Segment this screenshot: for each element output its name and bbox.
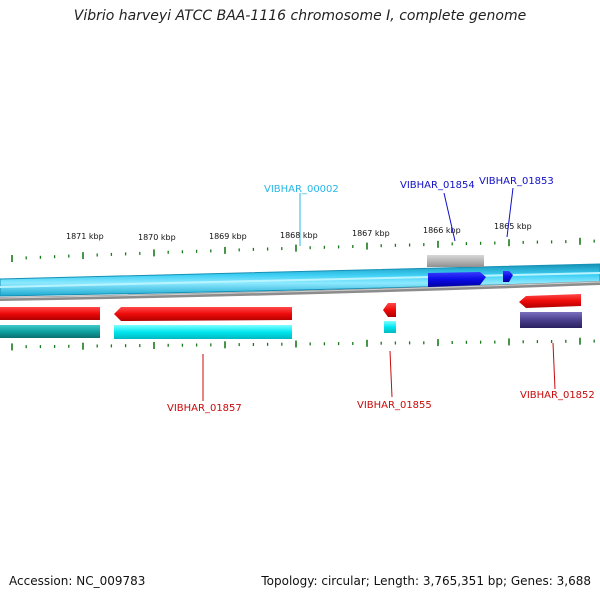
cds-band-purple (520, 312, 582, 328)
leader-line (443, 192, 456, 242)
gene-arrow-reverse (383, 303, 396, 317)
tick-row-outer (11, 237, 595, 262)
tick-label: 1869 kbp (209, 232, 247, 241)
inner-grey-line-highlight (0, 281, 600, 299)
accession-text: Accession: NC_009783 (9, 574, 146, 588)
feature-grey-box (427, 255, 484, 267)
map-title: Vibrio harveyi ATCC BAA-1116 chromosome … (73, 8, 527, 24)
gene-arrow-reverse (519, 294, 581, 308)
cds-band-cyan (384, 321, 396, 333)
tick-label: 1871 kbp (66, 232, 104, 241)
gene-label[interactable]: VIBHAR_01853 (479, 176, 554, 187)
backbone-highlight (0, 272, 600, 288)
scale-labels: 1871 kbp 1870 kbp 1869 kbp 1868 kbp 1867… (66, 222, 532, 242)
leader-line (389, 350, 393, 398)
tick-label: 1867 kbp (352, 229, 390, 238)
leader-line (552, 342, 556, 390)
genome-summary-text: Topology: circular; Length: 3,765,351 bp… (261, 574, 591, 588)
label-leaders (202, 187, 556, 401)
gene-label[interactable]: VIBHAR_01852 (520, 390, 595, 401)
tick-label: 1865 kbp (494, 222, 532, 231)
inner-grey-line (0, 281, 600, 301)
tick-label: 1866 kbp (423, 226, 461, 235)
leader-line (506, 187, 514, 238)
gene-label[interactable]: VIBHAR_01855 (357, 400, 432, 411)
gene-labels: VIBHAR_00002 VIBHAR_01854 VIBHAR_01853 V… (167, 176, 595, 414)
gene-arrow-forward (428, 272, 486, 287)
gene-arrow-reverse (114, 307, 292, 321)
gene-block-reverse (0, 307, 100, 320)
tick-label: 1870 kbp (138, 233, 176, 242)
gene-label[interactable]: VIBHAR_00002 (264, 184, 339, 195)
tick-label: 1868 kbp (280, 231, 318, 240)
gene-label[interactable]: VIBHAR_01854 (400, 180, 475, 191)
gene-label[interactable]: VIBHAR_01857 (167, 403, 242, 414)
cds-band-cyan (114, 325, 292, 339)
cds-band-teal (0, 325, 100, 338)
tick-row-inner (11, 337, 595, 351)
gene-arrow-forward (503, 271, 513, 282)
